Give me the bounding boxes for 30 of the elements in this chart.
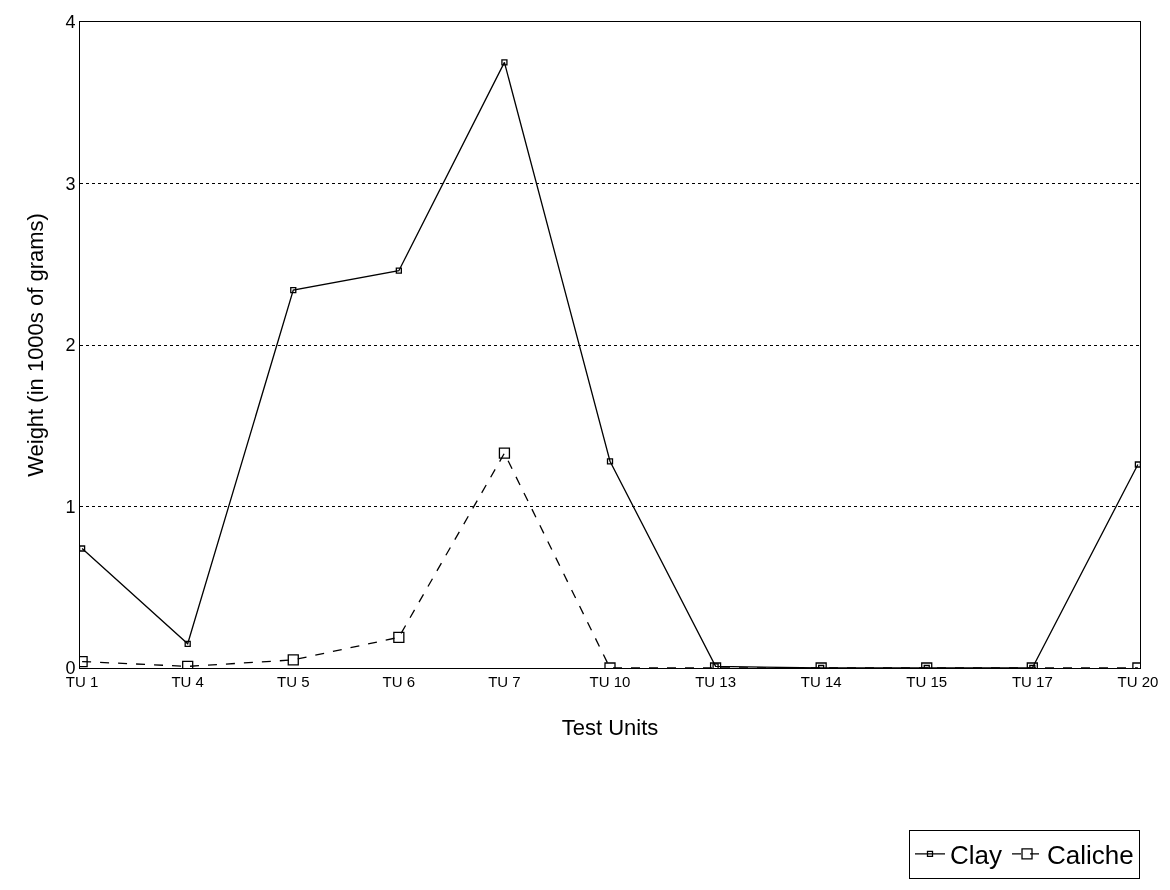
- point: [712, 663, 719, 668]
- point: [184, 640, 191, 647]
- x-tick-label: TU 17: [1011, 673, 1053, 690]
- x-axis-title: Test Units: [561, 714, 659, 740]
- x-tick-label: TU 20: [1117, 673, 1159, 690]
- point: [80, 545, 86, 552]
- point: [1134, 461, 1140, 468]
- point: [290, 286, 297, 294]
- point: [606, 458, 614, 465]
- x-tick-label: TU 5: [277, 673, 310, 690]
- point: [395, 267, 402, 274]
- legend-label: Clay: [950, 840, 1003, 871]
- y-tick-label: 3: [65, 173, 76, 194]
- y-tick-label: 2: [65, 335, 76, 356]
- x-tick-label: TU 10: [589, 673, 631, 690]
- point: [498, 447, 511, 459]
- legend-label: Caliche: [1047, 840, 1134, 871]
- point: [501, 59, 508, 66]
- x-tick-label: TU 15: [906, 673, 948, 690]
- y-tick-label: 4: [65, 12, 76, 33]
- x-tick-label: TU 6: [382, 673, 416, 690]
- y-axis-title: Weight (in 1000s of grams): [23, 213, 49, 477]
- x-tick-label: TU 13: [695, 673, 737, 690]
- x-tick-label: TU 7: [488, 673, 521, 690]
- y-tick-label: 1: [65, 496, 76, 517]
- x-tick-label: TU 4: [171, 673, 204, 690]
- point: [393, 631, 405, 643]
- x-tick-label: TU 1: [65, 673, 99, 690]
- x-tick-label: TU 14: [800, 673, 842, 690]
- point: [287, 654, 299, 666]
